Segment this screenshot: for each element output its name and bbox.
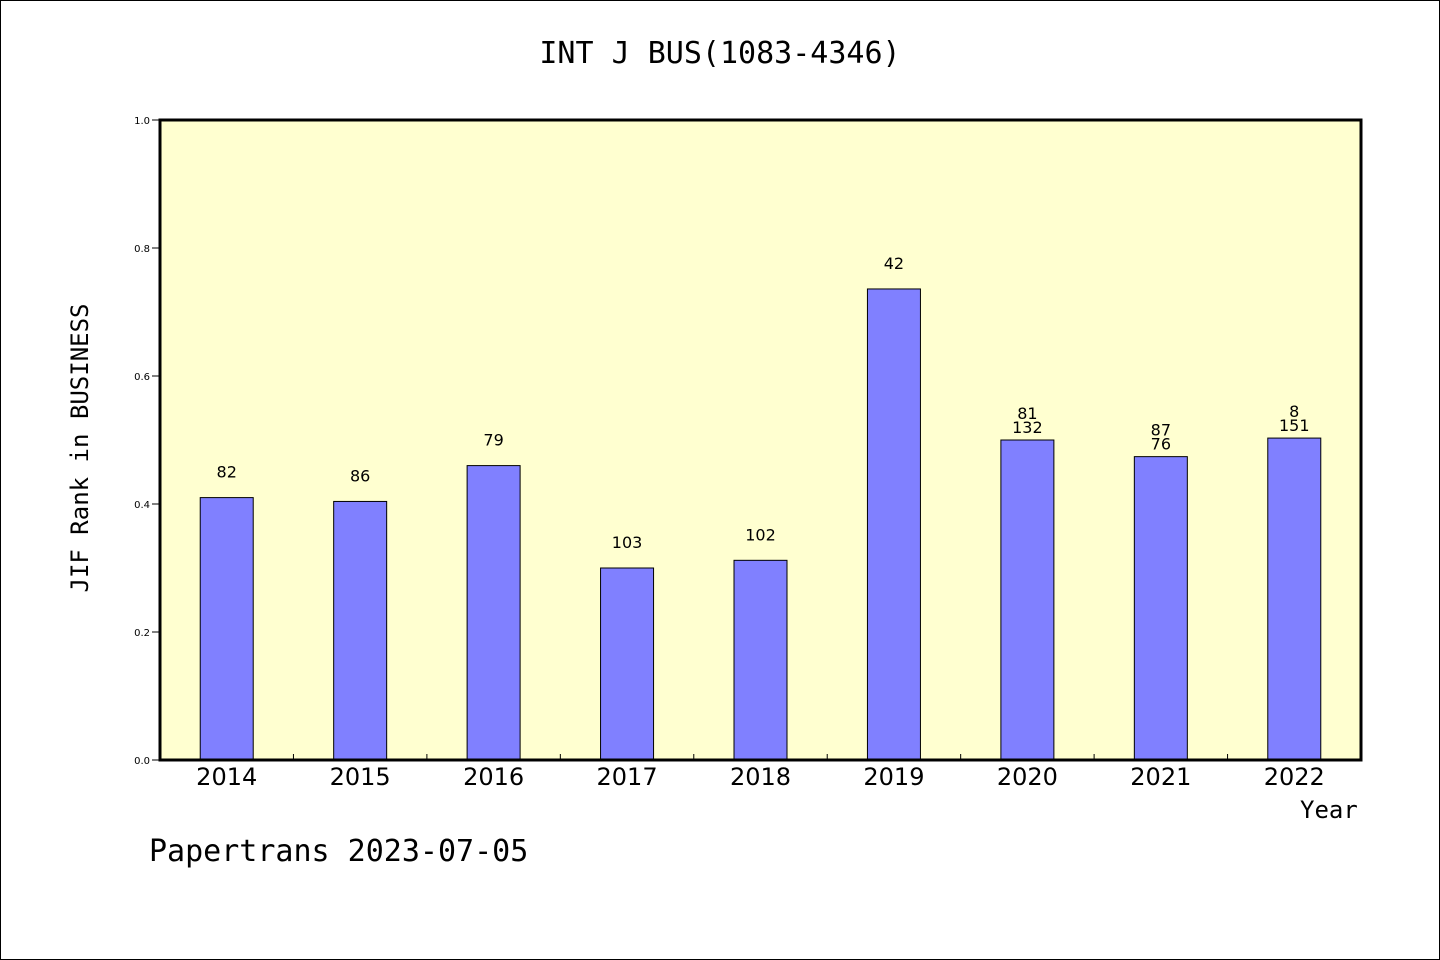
x-tick-label: 2017 bbox=[597, 763, 658, 791]
bar-label: 102 bbox=[745, 525, 776, 544]
chart-title: INT J BUS(1083-4346) bbox=[539, 36, 901, 71]
bar-2021 bbox=[1133, 456, 1188, 761]
x-axis: 2014 2015 2016 2017 2018 2019 2020 2021 2022 bbox=[196, 754, 1325, 791]
x-tick-label: 2020 bbox=[997, 763, 1058, 791]
bar-label: 86 bbox=[350, 466, 370, 485]
bar-label: 103 bbox=[612, 533, 643, 552]
y-tick-label: 0.2 bbox=[134, 628, 150, 639]
x-tick-label: 2021 bbox=[1130, 763, 1191, 791]
bar-label: 87 bbox=[1151, 421, 1171, 440]
bar-2016 bbox=[466, 465, 521, 761]
bar-2015 bbox=[333, 500, 388, 761]
bar-label: 79 bbox=[483, 431, 503, 450]
bar-2020 bbox=[1000, 439, 1055, 761]
x-tick-label: 2019 bbox=[863, 763, 924, 791]
y-tick-label: 0.0 bbox=[134, 756, 150, 767]
bar-2018 bbox=[733, 559, 788, 761]
bar-label: 132 bbox=[1012, 418, 1043, 437]
x-tick-label: 2022 bbox=[1264, 763, 1325, 791]
bar-label: 81 bbox=[1017, 404, 1037, 423]
bar-label: 8 bbox=[1289, 402, 1299, 421]
x-tick-label: 2018 bbox=[730, 763, 791, 791]
x-axis-label: Year bbox=[1300, 796, 1358, 824]
bar-label: 42 bbox=[884, 254, 904, 273]
bar-label: 151 bbox=[1279, 416, 1310, 435]
y-tick-label: 0.8 bbox=[134, 244, 150, 255]
bar-2022 bbox=[1267, 437, 1322, 761]
footer-text: Papertrans 2023-07-05 bbox=[149, 834, 529, 869]
bar-2017 bbox=[600, 567, 655, 761]
y-axis-label: JIF Rank in BUSINESS bbox=[66, 303, 94, 593]
y-tick-label: 1.0 bbox=[134, 116, 150, 127]
bar-2014 bbox=[199, 497, 254, 761]
y-tick-label: 0.6 bbox=[134, 372, 150, 383]
plot-border bbox=[158, 118, 1363, 762]
x-tick-label: 2016 bbox=[463, 763, 524, 791]
x-tick-label: 2014 bbox=[196, 763, 257, 791]
y-tick-label: 0.4 bbox=[134, 500, 150, 511]
bar-label: 76 bbox=[1151, 435, 1171, 454]
bars bbox=[199, 288, 1322, 761]
x-tick-label: 2015 bbox=[330, 763, 391, 791]
bar-2019 bbox=[866, 288, 921, 761]
y-axis: 0.0 0.2 0.4 0.6 0.8 1.0 bbox=[134, 116, 160, 767]
bar-label: 82 bbox=[217, 463, 237, 482]
